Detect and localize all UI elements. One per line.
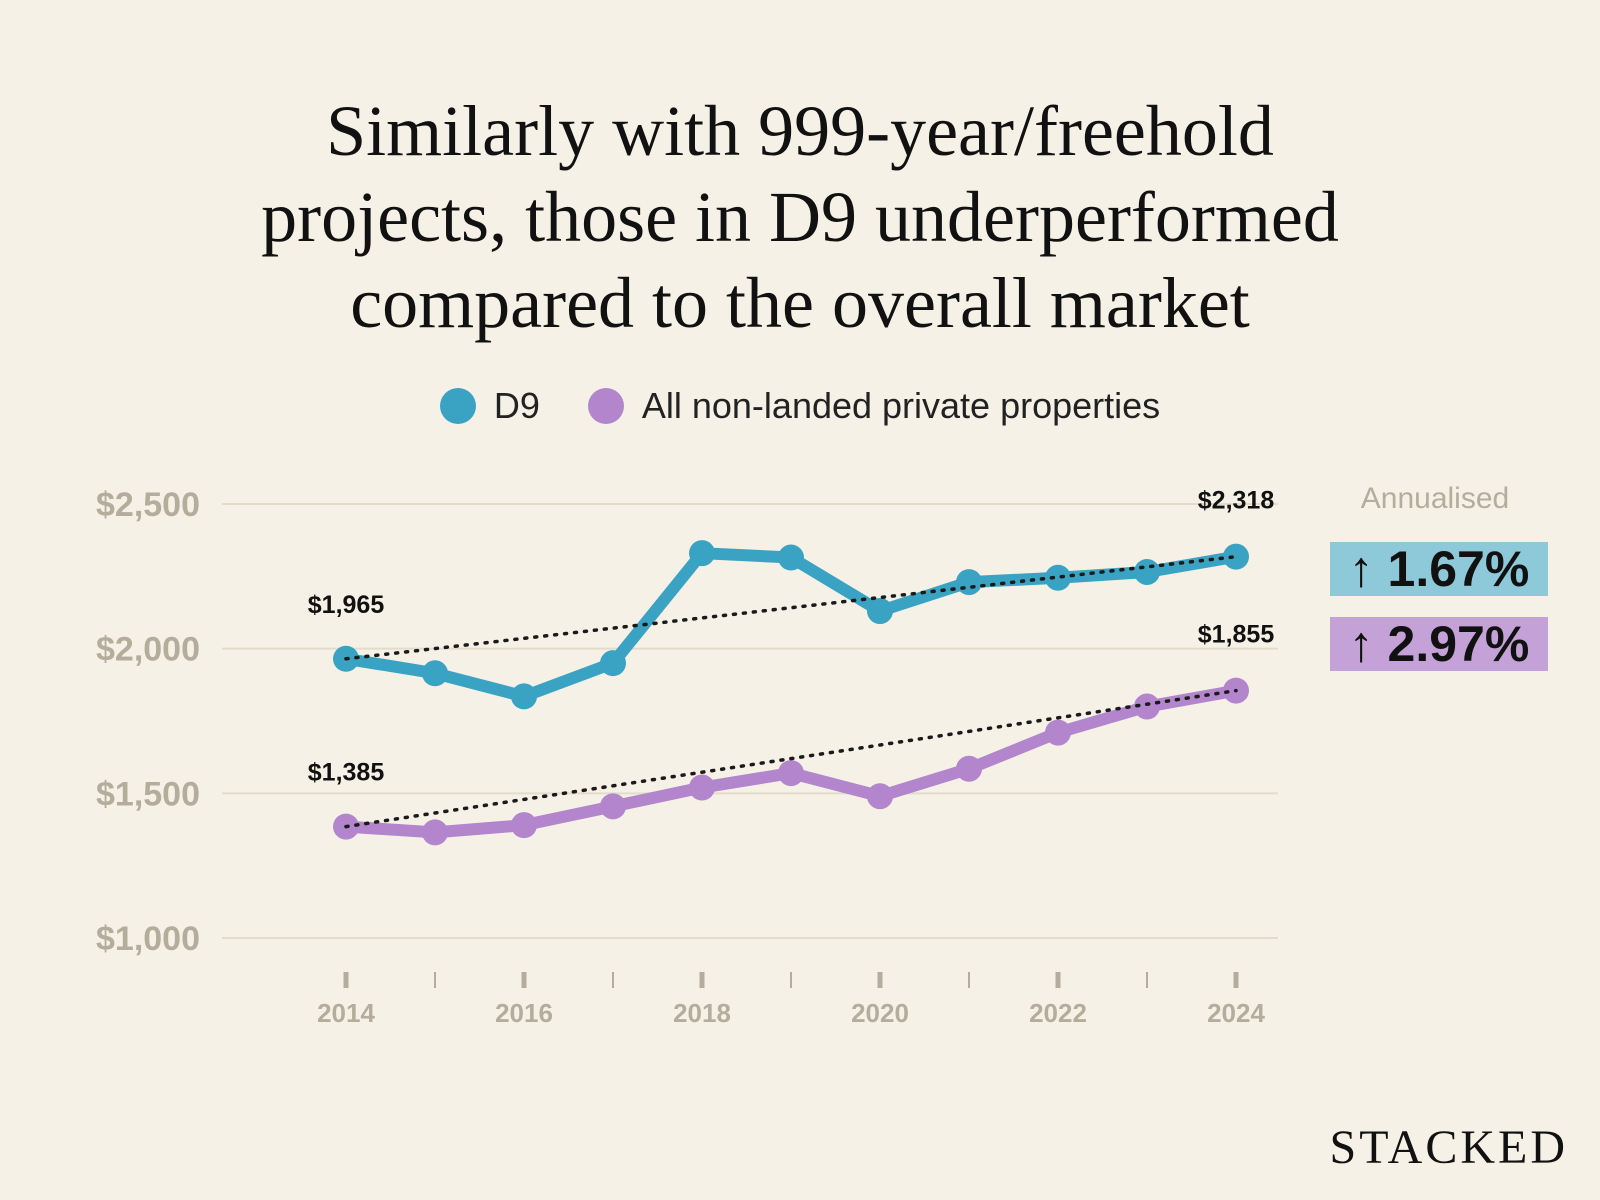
x-tick-label: 2018 [673,998,731,1028]
data-point-d9 [422,660,448,687]
d9-growth-badge: ↑ 1.67% [1330,541,1548,597]
annualised-label: Annualised [1360,482,1510,515]
grid-layer: $1,000 $1,500 $2,000 $2,500 2014 2016 2018 2020… [96,486,1278,1028]
data-point-all [422,819,448,846]
legend: D9 All non-landed private properties [0,385,1600,427]
data-point-all [600,793,626,820]
data-point-all [1134,693,1160,720]
series-line-d9 [340,547,1242,703]
brand-logo: STACKED [1329,1121,1568,1174]
data-point-d9 [778,544,804,571]
data-label-last-all: $1,855 [1198,621,1275,649]
data-point-all [778,760,804,787]
trend-line-d9 [344,554,1238,661]
data-point-d9 [1223,543,1249,570]
data-point-all [511,812,537,839]
x-tick-label: 2016 [495,998,553,1028]
data-label-first-d9: $1,965 [308,591,385,619]
x-tick-label: 2014 [317,998,375,1028]
y-tick-label: $1,500 [96,775,200,813]
data-point-d9 [1134,558,1160,585]
data-point-d9 [689,540,715,567]
y-tick-label: $2,000 [96,631,200,669]
legend-swatch-all [587,388,624,424]
data-point-d9 [867,598,893,625]
data-point-d9 [956,569,982,596]
legend-swatch-d9 [439,388,476,424]
data-point-d9 [600,650,626,677]
y-tick-label: $2,500 [96,486,200,524]
trend-layer [344,554,1238,829]
label-layer: $1,965 $2,318 $1,385 $1,855 [308,487,1275,787]
data-point-all [1045,719,1071,746]
y-tick-label: $1,000 [96,920,200,958]
legend-label-all: All non-landed private properties [641,385,1161,426]
legend-item-all: All non-landed private properties [587,385,1161,427]
x-tick-label: 2022 [1029,998,1087,1028]
title-line: projects, those in D9 underperformed [261,177,1339,257]
data-point-all [956,755,982,782]
x-tick-label: 2020 [851,998,909,1028]
data-point-all [867,783,893,810]
chart-title: Similarly with 999-year/freehold project… [100,88,1500,346]
title-line: Similarly with 999-year/freehold [326,91,1274,171]
legend-item-d9: D9 [439,385,540,427]
data-point-d9 [511,683,537,710]
x-tick-label: 2024 [1207,998,1265,1028]
all-growth-badge: ↑ 2.97% [1330,616,1548,672]
data-label-first-all: $1,385 [308,759,385,787]
title-line: compared to the overall market [350,263,1250,343]
legend-label-d9: D9 [493,385,540,426]
trend-line-all [344,688,1238,829]
series-layer [333,540,1249,846]
data-point-d9 [1045,564,1071,591]
data-point-all [689,774,715,801]
data-label-last-d9: $2,318 [1198,487,1275,515]
